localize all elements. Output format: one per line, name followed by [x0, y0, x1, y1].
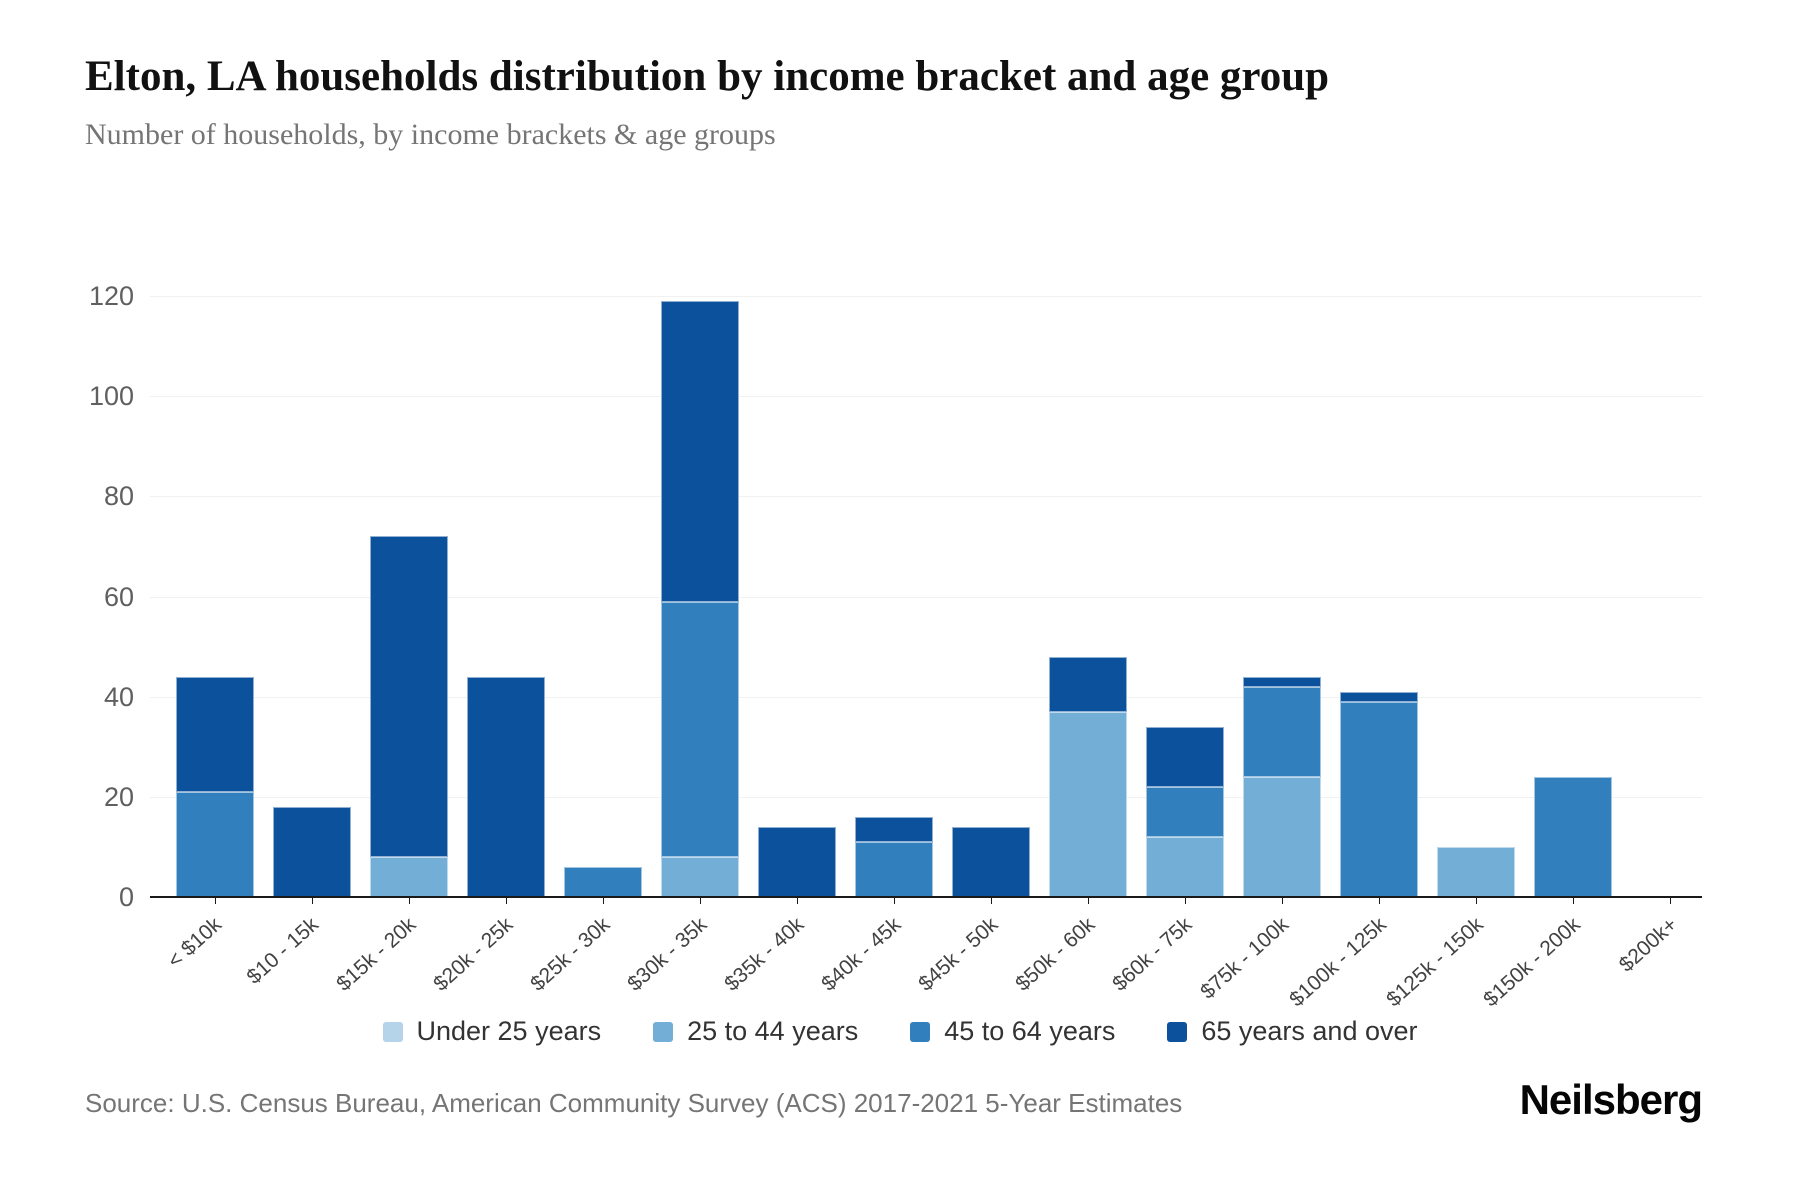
y-axis-tick-label: 0: [118, 882, 134, 912]
legend-swatch-under-25: [382, 1021, 403, 1042]
y-axis-tick-label: 20: [103, 781, 134, 812]
bar-segment: [1146, 836, 1224, 897]
x-axis-label: $10 - 15k: [242, 913, 324, 989]
legend-item-under-25: Under 25 years: [382, 1016, 602, 1047]
y-gridline: [150, 596, 1702, 598]
legend: Under 25 years 25 to 44 years 45 to 64 y…: [0, 1016, 1800, 1047]
page-subtitle: Number of households, by income brackets…: [85, 118, 776, 151]
x-axis-label: $200k+: [1614, 913, 1682, 977]
x-axis-label: $20k - 25k: [429, 913, 518, 996]
x-axis-label: $100k - 125k: [1284, 913, 1391, 1012]
x-axis-label: $35k - 40k: [720, 913, 809, 996]
source-note: Source: U.S. Census Bureau, American Com…: [85, 1088, 1183, 1118]
x-axis-tick: [1088, 897, 1089, 904]
bar-segment: [1340, 701, 1418, 897]
bar-segment: [370, 536, 448, 857]
x-axis-tick: [797, 897, 798, 904]
x-axis-label: $25k - 30k: [526, 913, 615, 996]
x-axis-tick: [1573, 897, 1574, 904]
x-axis-tick: [409, 897, 410, 904]
y-gridline: [150, 396, 1702, 398]
x-axis-label: < $10k: [163, 913, 227, 973]
bar-segment: [1534, 776, 1612, 897]
x-axis-tick: [215, 897, 216, 904]
x-axis-label: $15k - 20k: [332, 913, 421, 996]
bar-segment: [1243, 686, 1321, 777]
bar-segment: [1243, 776, 1321, 897]
bar-segment: [176, 791, 254, 897]
bar-segment: [564, 866, 642, 897]
legend-swatch-65-over: [1167, 1021, 1188, 1042]
x-axis-label: $125k - 150k: [1381, 913, 1488, 1012]
legend-swatch-45-64: [910, 1021, 931, 1042]
x-axis-label: $30k - 35k: [623, 913, 712, 996]
legend-item-45-64: 45 to 64 years: [910, 1016, 1115, 1047]
bar-segment: [1146, 786, 1224, 837]
x-axis-tick: [506, 897, 507, 904]
bar-segment: [758, 826, 836, 897]
y-gridline: [150, 796, 1702, 798]
legend-label-under-25: Under 25 years: [416, 1016, 602, 1046]
legend-item-25-44: 25 to 44 years: [653, 1016, 858, 1047]
plot-area: 0 20 40 60 80 100 120 < $10k $10 - 15k $15k - 20k…: [89, 282, 1702, 1011]
y-gridline: [150, 296, 1702, 297]
x-axis-label: $60k - 75k: [1108, 913, 1197, 996]
bar-segment: [1340, 691, 1418, 702]
bar-segment: [661, 301, 739, 602]
y-gridline: [150, 496, 1702, 498]
bar-segment: [1437, 846, 1515, 897]
x-axis-tick: [894, 897, 895, 904]
brand-logo: Neilsberg: [1519, 1076, 1703, 1123]
bar-segment: [661, 856, 739, 897]
x-axis-tick: [700, 897, 701, 904]
bar-segment: [1049, 711, 1127, 897]
x-axis-label: $75k - 100k: [1196, 913, 1294, 1004]
legend-item-65-over: 65 years and over: [1167, 1016, 1418, 1047]
y-gridline: [150, 696, 1702, 698]
x-axis-label: $150k - 200k: [1478, 913, 1585, 1012]
x-axis-label: $50k - 60k: [1011, 913, 1100, 996]
x-axis-tick: [1476, 897, 1477, 904]
bar-segment: [855, 816, 933, 842]
x-axis-tick: [1282, 897, 1283, 904]
bar-segment: [952, 826, 1030, 897]
bar-segment: [176, 676, 254, 792]
x-axis-tick: [1670, 897, 1671, 904]
x-axis-label: $40k - 45k: [817, 913, 906, 996]
bar-segment: [273, 806, 351, 897]
x-axis-tick: [1379, 897, 1380, 904]
y-axis-tick-label: 120: [88, 281, 134, 311]
bar-segment: [1049, 656, 1127, 712]
y-axis-tick-label: 80: [103, 481, 134, 512]
y-axis-tick-label: 60: [103, 581, 134, 612]
legend-label-45-64: 45 to 64 years: [944, 1016, 1116, 1046]
bar-segment: [661, 601, 739, 857]
x-axis-tick: [1185, 897, 1186, 904]
x-axis-label: $45k - 50k: [914, 913, 1003, 996]
x-axis-tick: [603, 897, 604, 904]
x-axis-line: [150, 896, 1702, 898]
legend-label-65-over: 65 years and over: [1201, 1016, 1418, 1046]
legend-label-25-44: 25 to 44 years: [687, 1016, 859, 1046]
bar-segment: [467, 676, 545, 897]
x-axis-tick: [991, 897, 992, 904]
bar-segment: [370, 856, 448, 897]
page-title: Elton, LA households distribution by inc…: [85, 53, 1330, 100]
y-axis-tick-label: 40: [103, 681, 134, 712]
bar-segment: [1243, 676, 1321, 687]
bar-segment: [1146, 726, 1224, 787]
bar-segment: [855, 841, 933, 897]
legend-swatch-25-44: [653, 1021, 674, 1042]
x-axis-tick: [312, 897, 313, 904]
y-axis-tick-label: 100: [88, 381, 134, 412]
